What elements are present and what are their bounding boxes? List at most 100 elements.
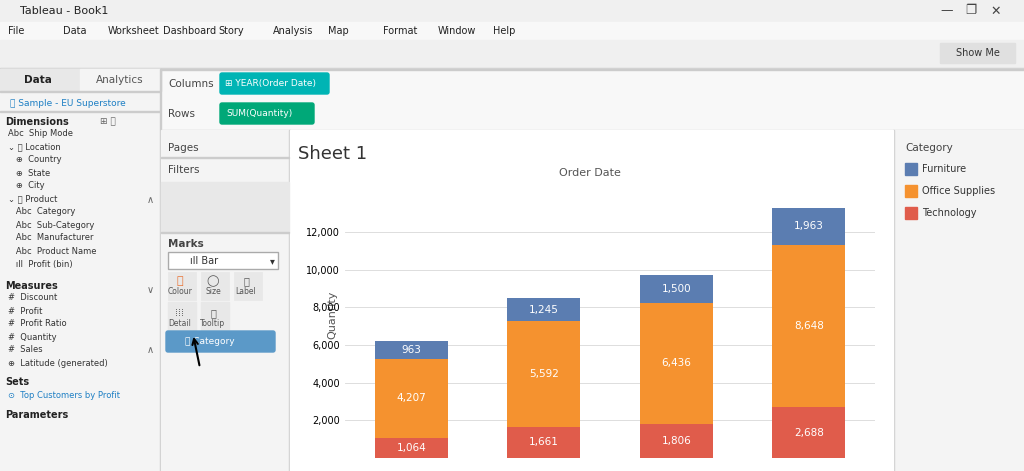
Bar: [640, 424, 713, 458]
Text: 5,592: 5,592: [528, 369, 559, 379]
Text: Pages: Pages: [168, 143, 199, 153]
Text: Sheet 1: Sheet 1: [298, 145, 368, 163]
Text: 2,688: 2,688: [794, 428, 823, 438]
Text: Office Supplies: Office Supplies: [922, 186, 995, 196]
Text: Order Date: Order Date: [559, 168, 621, 178]
Text: 1,500: 1,500: [662, 284, 691, 294]
Text: ⊞ YEAR(Order Date): ⊞ YEAR(Order Date): [225, 79, 316, 88]
FancyBboxPatch shape: [166, 331, 275, 352]
Bar: [0, 91, 160, 92]
Bar: [0, 0, 1024, 22]
Text: Measures: Measures: [5, 281, 57, 291]
Text: Dashboard: Dashboard: [163, 26, 216, 36]
Bar: [0, 40, 1024, 68]
Text: Quantity: Quantity: [327, 291, 337, 339]
Text: Marks: Marks: [168, 239, 204, 249]
Text: ✕: ✕: [990, 5, 1000, 17]
Text: ⬛ Category: ⬛ Category: [185, 337, 234, 346]
Bar: [201, 302, 229, 330]
Text: Show Me: Show Me: [956, 48, 1000, 58]
Bar: [772, 407, 845, 458]
Bar: [168, 302, 196, 330]
Text: File: File: [8, 26, 25, 36]
FancyBboxPatch shape: [220, 103, 314, 124]
Text: ⊞ ⌕: ⊞ ⌕: [100, 117, 116, 127]
Text: #  Quantity: # Quantity: [8, 333, 56, 341]
Text: Columns: Columns: [168, 79, 214, 89]
Bar: [507, 427, 581, 458]
Bar: [290, 130, 893, 471]
Text: Detail: Detail: [169, 318, 191, 327]
Text: Technology: Technology: [922, 208, 977, 218]
Bar: [893, 130, 1024, 471]
Text: ∧: ∧: [146, 345, 154, 355]
Text: Data: Data: [63, 26, 86, 36]
Text: 1,963: 1,963: [794, 221, 823, 231]
Text: 1,064: 1,064: [396, 443, 426, 453]
Text: 1,806: 1,806: [662, 436, 691, 446]
Bar: [905, 185, 918, 197]
Text: ◯: ◯: [207, 275, 219, 287]
Bar: [161, 130, 289, 471]
Text: Category: Category: [905, 143, 952, 153]
Text: ⌄ 🔗 Location: ⌄ 🔗 Location: [8, 143, 60, 152]
Bar: [375, 438, 447, 458]
Text: ⊕  City: ⊕ City: [8, 181, 45, 190]
Text: Filters: Filters: [168, 165, 200, 175]
Text: 963: 963: [401, 345, 421, 355]
Text: Dimensions: Dimensions: [5, 117, 69, 127]
Text: ⁞⁞⁞: ⁞⁞⁞: [175, 308, 184, 318]
Text: ⊕  State: ⊕ State: [8, 169, 50, 178]
Bar: [161, 232, 289, 233]
Bar: [772, 208, 845, 244]
Text: ❐: ❐: [965, 5, 976, 17]
Bar: [375, 359, 447, 438]
Text: —: —: [940, 5, 952, 17]
Bar: [905, 207, 918, 219]
Text: 🔗 Sample - EU Superstore: 🔗 Sample - EU Superstore: [10, 98, 126, 107]
Text: ⊕  Country: ⊕ Country: [8, 155, 61, 164]
Text: Format: Format: [383, 26, 418, 36]
Text: #  Profit: # Profit: [8, 307, 42, 316]
Text: Tooltip: Tooltip: [201, 318, 225, 327]
Text: ∨: ∨: [146, 285, 154, 295]
Text: Label: Label: [236, 286, 256, 295]
Text: ∧: ∧: [146, 195, 154, 205]
Text: Data: Data: [24, 75, 52, 85]
Bar: [161, 182, 289, 232]
Text: Map: Map: [328, 26, 349, 36]
Text: Abc  Category: Abc Category: [8, 208, 76, 217]
Text: Abc  Sub-Category: Abc Sub-Category: [8, 220, 94, 229]
Bar: [640, 275, 713, 303]
Text: #  Profit Ratio: # Profit Ratio: [8, 319, 67, 328]
Text: SUM(Quantity): SUM(Quantity): [226, 109, 292, 118]
Text: #  Sales: # Sales: [8, 346, 43, 355]
Text: 🗎: 🗎: [243, 276, 249, 286]
Text: Help: Help: [493, 26, 515, 36]
Text: Colour: Colour: [168, 286, 193, 295]
FancyBboxPatch shape: [220, 73, 329, 94]
Bar: [905, 163, 918, 175]
Bar: [234, 272, 262, 300]
Text: Size: Size: [205, 286, 221, 295]
Text: Story: Story: [218, 26, 244, 36]
Bar: [940, 43, 1015, 63]
Text: 1,245: 1,245: [528, 305, 559, 315]
Bar: [0, 68, 1024, 69]
Text: Abc  Manufacturer: Abc Manufacturer: [8, 234, 93, 243]
Text: ⊕  Latitude (generated): ⊕ Latitude (generated): [8, 358, 108, 367]
Text: 6,436: 6,436: [662, 358, 691, 368]
Bar: [201, 272, 229, 300]
Bar: [772, 244, 845, 407]
Bar: [0, 111, 160, 112]
Bar: [0, 130, 1024, 131]
Bar: [161, 157, 289, 158]
Bar: [168, 272, 196, 300]
Text: 4,207: 4,207: [396, 393, 426, 403]
Bar: [640, 303, 713, 424]
Text: Furniture: Furniture: [922, 164, 966, 174]
Bar: [0, 22, 1024, 40]
Text: ⌄ 🔗 Product: ⌄ 🔗 Product: [8, 195, 57, 203]
Bar: [507, 298, 581, 321]
Text: Analytics: Analytics: [96, 75, 143, 85]
